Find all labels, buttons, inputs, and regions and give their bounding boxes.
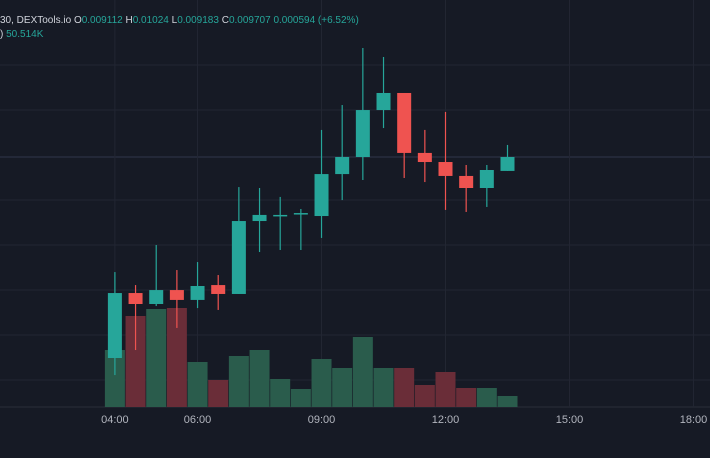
candle-body [252, 214, 267, 222]
volume-bar [435, 372, 456, 407]
candle [146, 309, 167, 407]
candle-body [459, 175, 474, 189]
candle [352, 337, 373, 407]
candle [394, 368, 415, 407]
volume-bar [104, 350, 125, 407]
volume-bar [456, 388, 477, 407]
ohlc-label: C [222, 15, 229, 26]
candle [476, 388, 497, 407]
volume-bar [228, 356, 249, 407]
volume-bar [187, 362, 208, 407]
x-tick-label: 09:00 [308, 414, 336, 426]
ohlc-value: 0.009112 [82, 15, 123, 26]
plot [104, 0, 694, 407]
candle [290, 389, 311, 407]
volume-bar [497, 396, 518, 407]
volume-bar [311, 359, 332, 407]
volume-value: 50.514K [6, 29, 44, 40]
candle-body [417, 152, 432, 163]
candle [456, 388, 477, 407]
volume-bar [394, 368, 415, 407]
candle-body [190, 285, 205, 300]
x-tick-label: 06:00 [184, 414, 212, 426]
candle [311, 359, 332, 407]
candle [104, 350, 125, 407]
candle [249, 350, 270, 407]
candle [228, 356, 249, 407]
ohlc-value: 0.009707 [229, 15, 271, 26]
change: 0.000594 (+6.52%) [273, 15, 358, 26]
volume-bar [373, 368, 394, 407]
candle-body [107, 293, 122, 359]
candle [332, 368, 353, 407]
candle-body [376, 92, 391, 111]
candle-body [169, 290, 184, 300]
candle-body [355, 110, 370, 158]
candle [208, 380, 229, 407]
ohlc-value: 0.009183 [177, 15, 219, 26]
candle-body [211, 285, 226, 294]
candle [435, 372, 456, 407]
volume-bar [332, 368, 353, 407]
ohlc-value: 0.01024 [133, 15, 170, 26]
candle-body [149, 290, 164, 304]
volume-bar [414, 385, 435, 407]
volume-bar [270, 379, 291, 407]
candle-body [500, 157, 515, 171]
x-tick-label: 18:00 [680, 414, 708, 426]
candle-body [335, 157, 350, 175]
volume-bar [290, 389, 311, 407]
candle-body [128, 293, 143, 304]
volume-prefix: ) [0, 29, 3, 40]
candle-body [231, 221, 246, 294]
x-tick-label: 12:00 [432, 414, 460, 426]
volume-bar [208, 380, 229, 407]
candle [373, 368, 394, 407]
symbol: 30, DEXTools.io [0, 15, 72, 26]
volume-bar [125, 316, 146, 407]
ohlc-label: O [74, 15, 82, 26]
candle [270, 379, 291, 407]
volume-bar [476, 388, 497, 407]
ohlc-label: H [125, 15, 132, 26]
candle [414, 385, 435, 407]
candle [125, 316, 146, 407]
volume-bar [166, 308, 187, 407]
header: 30, DEXTools.io O0.009112 H0.01024 L0.00… [0, 15, 359, 40]
candle-body [273, 214, 288, 217]
header-line: 30, DEXTools.io O0.009112 H0.01024 L0.00… [0, 15, 359, 26]
volume-bar [249, 350, 270, 407]
candle-body [438, 162, 453, 176]
volume-bar [352, 337, 373, 407]
volume-line: ) 50.514K [0, 29, 44, 40]
ohlc-label: L [172, 15, 178, 26]
candle [497, 396, 518, 407]
candle [187, 362, 208, 407]
candle-body [314, 174, 329, 217]
volume-bar [146, 309, 167, 407]
candle-body [293, 213, 308, 215]
candle-body [479, 170, 494, 189]
candle [166, 308, 187, 407]
x-tick-label: 04:00 [101, 414, 129, 426]
x-tick-label: 15:00 [556, 414, 584, 426]
candle-body [397, 92, 412, 153]
